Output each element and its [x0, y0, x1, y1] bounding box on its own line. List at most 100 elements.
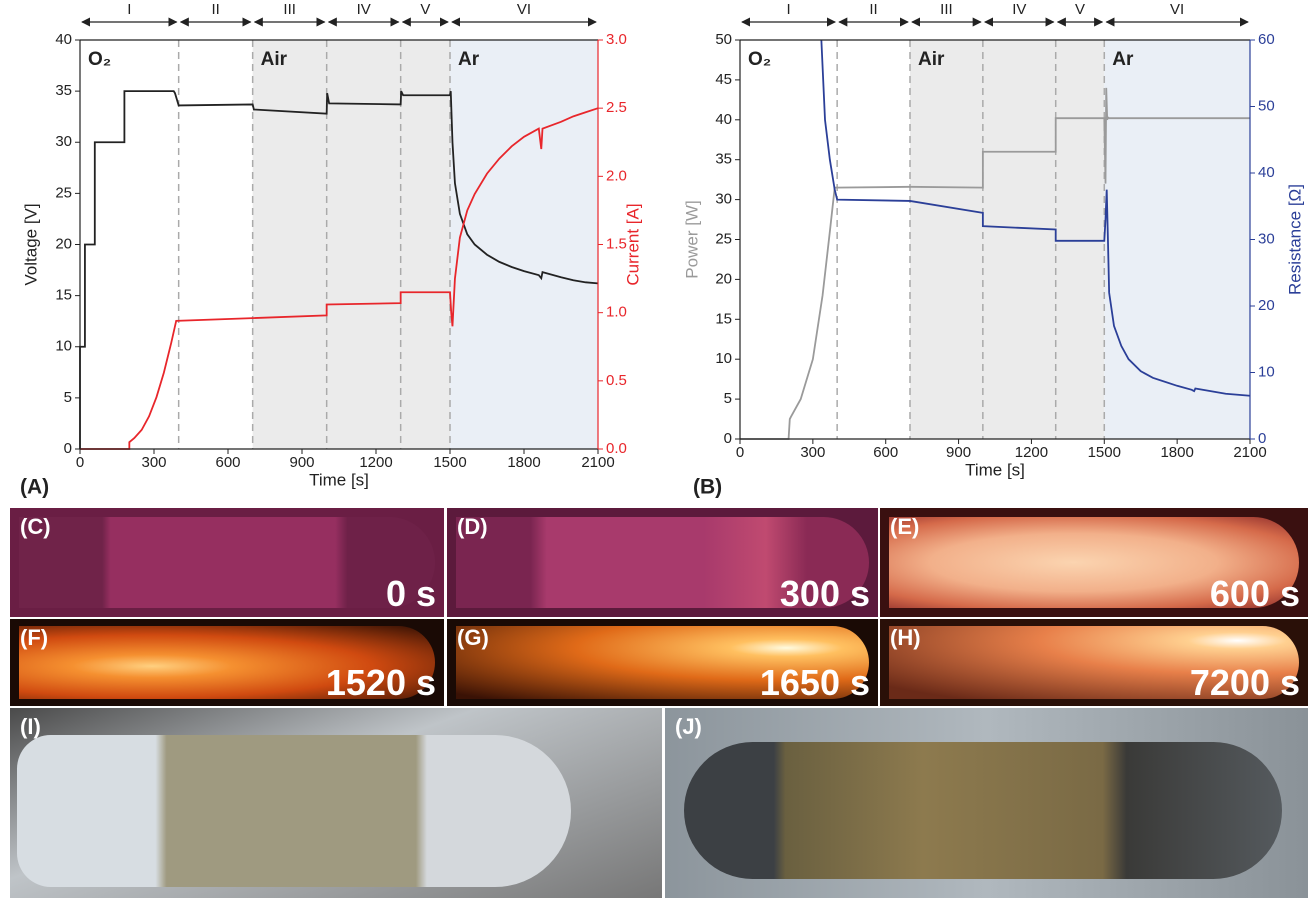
y2-tick-label: 50 — [1258, 97, 1275, 114]
gas-label: O₂ — [748, 49, 771, 70]
photo-label: (D) — [457, 514, 488, 540]
y2-tick-label: 2.0 — [606, 167, 627, 184]
y2-tick-label: 10 — [1258, 363, 1275, 380]
y-tick-label: 45 — [715, 71, 732, 88]
shaded-region — [450, 40, 598, 449]
y2-tick-label: 1.0 — [606, 304, 627, 321]
x-tick-label: 600 — [215, 454, 240, 471]
phase-label: VI — [1170, 1, 1184, 18]
y2-tick-label: 3.0 — [606, 31, 627, 48]
y-tick-label: 15 — [55, 287, 72, 304]
x-tick-label: 1200 — [1015, 444, 1048, 461]
photo-label: (F) — [20, 625, 48, 651]
y2-tick-label: 0.5 — [606, 372, 627, 389]
phase-label: II — [869, 1, 877, 18]
photo-time: 600 s — [1210, 573, 1300, 615]
y2-tick-label: 30 — [1258, 230, 1275, 247]
y2-tick-label: 60 — [1258, 31, 1275, 48]
x-tick-label: 900 — [289, 454, 314, 471]
x-tick-label: 1800 — [507, 454, 540, 471]
x-tick-label: 1500 — [1088, 444, 1121, 461]
x-tick-label: 0 — [736, 444, 744, 461]
y-tick-label: 40 — [55, 31, 72, 48]
x-tick-label: 1500 — [433, 454, 466, 471]
y-tick-label: 25 — [715, 230, 732, 247]
y-axis-title: Voltage [V] — [21, 203, 40, 285]
photo: (E) 600 s — [880, 508, 1308, 617]
y2-tick-label: 0.0 — [606, 440, 627, 457]
x-tick-label: 300 — [141, 454, 166, 471]
photo: (C) 0 s — [10, 508, 444, 617]
y2-tick-label: 20 — [1258, 297, 1275, 314]
y-tick-label: 5 — [64, 389, 72, 406]
photo: (G) 1650 s — [447, 619, 878, 706]
y-tick-label: 40 — [715, 111, 732, 128]
y-axis-title: Power [W] — [682, 200, 701, 278]
photo-label: (H) — [890, 625, 921, 651]
phase-label: I — [786, 1, 790, 18]
gas-label: Ar — [458, 49, 480, 70]
x-tick-label: 1200 — [359, 454, 392, 471]
phase-label: III — [940, 1, 953, 18]
y2-axis-title: Current [A] — [623, 203, 642, 285]
y-tick-label: 5 — [724, 390, 732, 407]
phase-label: V — [1075, 1, 1085, 18]
gas-label: Air — [918, 49, 945, 70]
y-tick-label: 50 — [715, 31, 732, 48]
y2-tick-label: 2.5 — [606, 99, 627, 116]
y-tick-label: 10 — [715, 350, 732, 367]
photo-label: (I) — [20, 714, 41, 740]
x-axis-title: Time [s] — [965, 460, 1025, 479]
sample-photo: (I) — [10, 708, 662, 898]
photo-label: (C) — [20, 514, 51, 540]
phase-label: I — [127, 1, 131, 18]
x-axis-title: Time [s] — [309, 470, 369, 489]
panel-label: (A) — [20, 476, 49, 499]
phase-label: IV — [357, 1, 371, 18]
y-tick-label: 35 — [55, 82, 72, 99]
page: IIIIIIIVVVIO₂AirAr0300600900120015001800… — [0, 0, 1308, 898]
photo-time: 0 s — [386, 573, 436, 615]
gas-label: O₂ — [88, 49, 111, 70]
gas-label: Ar — [1112, 49, 1134, 70]
phase-label: III — [283, 1, 296, 18]
y-tick-label: 20 — [55, 235, 72, 252]
panel-label: (B) — [693, 476, 722, 499]
phase-label: VI — [517, 1, 531, 18]
x-tick-label: 0 — [76, 454, 84, 471]
y2-tick-label: 0 — [1258, 430, 1266, 447]
y-tick-label: 0 — [724, 430, 732, 447]
x-tick-label: 1800 — [1160, 444, 1193, 461]
y-tick-label: 30 — [715, 191, 732, 208]
y2-tick-label: 40 — [1258, 164, 1275, 181]
sample-photo: (J) — [665, 708, 1308, 898]
photo: (F) 1520 s — [10, 619, 444, 706]
y-tick-label: 0 — [64, 440, 72, 457]
photo-time: 1520 s — [326, 662, 436, 704]
photo: (H) 7200 s — [880, 619, 1308, 706]
y-tick-label: 30 — [55, 133, 72, 150]
phase-label: V — [420, 1, 430, 18]
shaded-region — [1104, 40, 1250, 439]
photo-label: (E) — [890, 514, 919, 540]
shaded-region — [910, 40, 1104, 439]
phase-label: IV — [1012, 1, 1026, 18]
shaded-region — [253, 40, 450, 449]
x-tick-label: 900 — [946, 444, 971, 461]
photo-time: 300 s — [780, 573, 870, 615]
y-tick-label: 15 — [715, 310, 732, 327]
phase-label: II — [211, 1, 219, 18]
photo: (D) 300 s — [447, 508, 878, 617]
photo-label: (J) — [675, 714, 702, 740]
photo-time: 7200 s — [1190, 662, 1300, 704]
y2-axis-title: Resistance [Ω] — [1285, 184, 1304, 295]
photo-time: 1650 s — [760, 662, 870, 704]
y-tick-label: 25 — [55, 184, 72, 201]
y-tick-label: 20 — [715, 270, 732, 287]
y-tick-label: 35 — [715, 151, 732, 168]
y-tick-label: 10 — [55, 338, 72, 355]
gas-label: Air — [261, 49, 288, 70]
x-tick-label: 300 — [800, 444, 825, 461]
x-tick-label: 600 — [873, 444, 898, 461]
photo-label: (G) — [457, 625, 489, 651]
